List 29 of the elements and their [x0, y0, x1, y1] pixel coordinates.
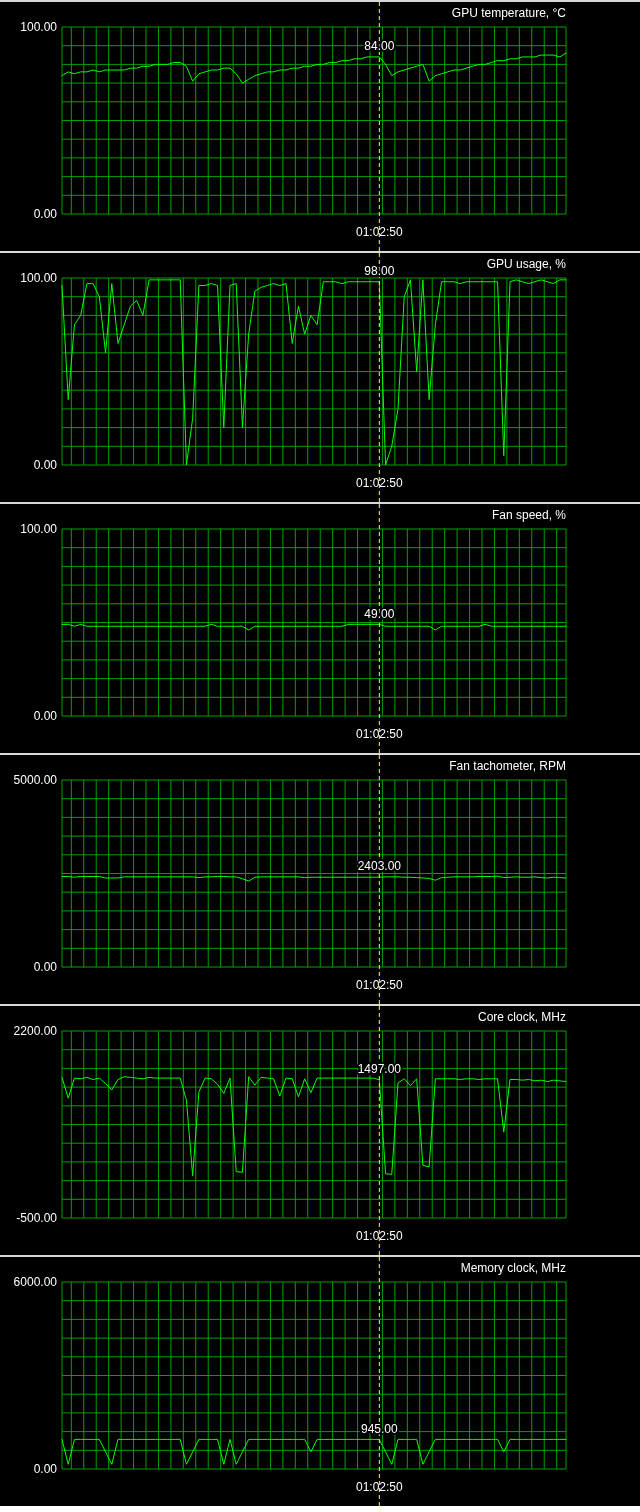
x-tick-label: 01:02:50: [355, 476, 404, 490]
chart-title: Fan tachometer, RPM: [449, 759, 566, 773]
annotation: 98.00: [364, 263, 395, 278]
chart-title: GPU usage, %: [486, 257, 567, 271]
y-tick-label: 100.00: [20, 271, 58, 286]
y-tick-label: 0.00: [33, 709, 58, 724]
line-series: [61, 1438, 567, 1465]
y-tick-label: 2200.00: [13, 1024, 58, 1039]
y-tick-label: 0.00: [33, 1462, 58, 1477]
y-tick-label: 100.00: [20, 20, 58, 35]
y-tick-label: 6000.00: [13, 1275, 58, 1290]
x-tick-label: 01:02:50: [355, 1229, 404, 1243]
line-series: [61, 279, 567, 466]
y-tick-label: -500.00: [16, 1211, 58, 1226]
chart-title: Core clock, MHz: [477, 1010, 566, 1024]
chart-title: GPU temperature, °C: [451, 6, 567, 20]
y-tick-label: 5000.00: [13, 773, 58, 788]
line-series: [61, 52, 567, 84]
x-tick-label: 01:02:50: [355, 727, 404, 741]
x-tick-label: 01:02:50: [355, 225, 404, 239]
line-series: [61, 1076, 567, 1177]
x-tick-label: 01:02:50: [355, 978, 404, 992]
x-tick-label: 01:02:50: [355, 1480, 404, 1494]
y-tick-label: 0.00: [33, 458, 58, 473]
chart-title: Memory clock, MHz: [460, 1261, 566, 1275]
y-tick-label: 0.00: [33, 207, 58, 222]
y-tick-label: 100.00: [20, 522, 58, 537]
chart-title: Fan speed, %: [491, 508, 567, 522]
y-tick-label: 0.00: [33, 960, 58, 975]
